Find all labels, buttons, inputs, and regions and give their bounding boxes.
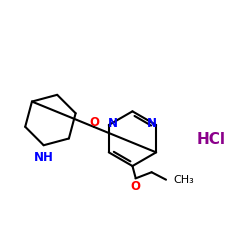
Text: N: N (108, 116, 118, 130)
Text: N: N (147, 116, 157, 130)
Text: NH: NH (34, 151, 54, 164)
Text: O: O (89, 116, 99, 129)
Text: O: O (130, 180, 140, 193)
Text: CH₃: CH₃ (174, 175, 194, 185)
Text: HCl: HCl (196, 132, 225, 148)
